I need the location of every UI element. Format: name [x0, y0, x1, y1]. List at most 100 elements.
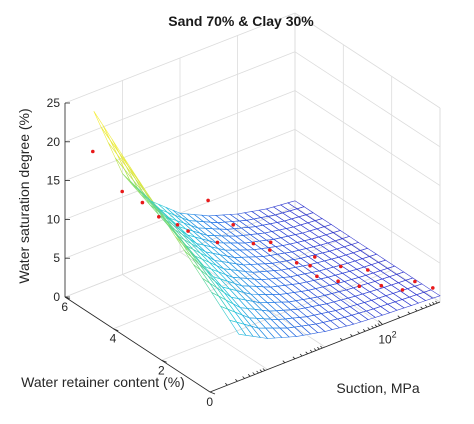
- surface-cell: [243, 211, 262, 220]
- floor-grid-line: [122, 274, 268, 370]
- surface-cell: [289, 308, 308, 318]
- data-point: [357, 284, 362, 289]
- surface-cell: [107, 142, 125, 170]
- surface-cell: [240, 256, 259, 265]
- surface-cell: [260, 278, 279, 288]
- surface-cell: [291, 317, 310, 327]
- surface-cell: [286, 326, 305, 337]
- surface-cell: [216, 221, 235, 230]
- data-point: [268, 248, 272, 252]
- surface-cell: [100, 126, 118, 155]
- data-point: [313, 255, 317, 259]
- data-point: [400, 288, 405, 292]
- surface-cell: [275, 277, 293, 286]
- surface-cell: [306, 314, 324, 325]
- surface-cell: [249, 233, 268, 242]
- surface-cell: [264, 262, 283, 271]
- y-minor-tick: [428, 303, 432, 306]
- surface-cell: [308, 323, 326, 334]
- surface-cell: [257, 327, 276, 339]
- y-minor-tick: [367, 327, 370, 330]
- surface-cell: [258, 208, 277, 217]
- surface-cell: [219, 305, 238, 323]
- surface-cell: [304, 306, 322, 316]
- x-tick-label: 2: [158, 363, 165, 377]
- axes-grid: [64, 12, 441, 393]
- wall-grid-line: [294, 167, 441, 264]
- y-minor-tick: [247, 374, 251, 377]
- surface-cell: [247, 226, 266, 235]
- data-point: [91, 149, 95, 154]
- y-minor-tick: [350, 334, 353, 337]
- x-tick-mark: [209, 391, 216, 395]
- surface-cell: [229, 213, 248, 222]
- surface-cell: [242, 264, 261, 273]
- y-minor-tick: [252, 372, 255, 375]
- fitted-surface: [93, 111, 441, 339]
- surface-cell: [256, 232, 275, 241]
- x-axis-label: Water retainer content (%): [21, 374, 185, 390]
- surface-cell: [282, 276, 301, 285]
- y-minor-tick: [371, 325, 374, 329]
- y-minor-tick: [259, 369, 263, 372]
- surface-cell: [192, 230, 210, 242]
- data-point: [294, 261, 299, 265]
- surface-cell: [277, 284, 295, 294]
- surface-cell: [300, 324, 319, 335]
- y-minor-tick: [292, 356, 296, 360]
- y-minor-tick: [340, 337, 343, 341]
- surface-cell: [269, 253, 288, 263]
- x-tick-label: 4: [110, 332, 117, 346]
- surface-cell: [278, 293, 297, 303]
- surface-cell: [318, 303, 337, 313]
- y-minor-tick: [282, 360, 286, 363]
- wall-grid-line: [64, 129, 296, 220]
- surface-cell: [235, 235, 253, 244]
- y-minor-tick: [420, 306, 423, 310]
- y-axis-label: Suction, MPa: [336, 380, 419, 396]
- surface-cell: [291, 283, 310, 292]
- surface-cell: [272, 204, 291, 214]
- wall-grid-line: [294, 129, 441, 225]
- surface-cell: [249, 263, 268, 273]
- data-point: [215, 240, 220, 245]
- y-minor-tick: [225, 382, 228, 386]
- y-minor-tick: [262, 368, 266, 371]
- z-tick-label: 5: [53, 251, 60, 265]
- data-point: [308, 263, 312, 268]
- wall-grid-line: [64, 12, 296, 104]
- surface-cell: [258, 270, 277, 280]
- surface-cell: [297, 307, 315, 318]
- y-minor-tick: [235, 379, 238, 382]
- surface-cell: [300, 289, 319, 299]
- data-point: [336, 279, 340, 284]
- surface-cell: [280, 268, 299, 278]
- y-minor-tick: [317, 346, 320, 350]
- surface-cell: [287, 200, 305, 210]
- x-tick-label: 6: [61, 300, 68, 314]
- data-point: [413, 279, 417, 284]
- data-point: [186, 229, 190, 233]
- surface-cell: [266, 270, 284, 279]
- z-tick-label: 20: [47, 135, 61, 149]
- wall-grid-line: [294, 90, 441, 186]
- y-minor-tick: [299, 353, 303, 357]
- chart-title: Sand 70% & Clay 30%: [168, 13, 314, 29]
- z-tick-label: 10: [47, 212, 61, 226]
- y-minor-tick: [397, 315, 401, 318]
- surface-cell: [298, 316, 317, 326]
- data-point: [268, 240, 273, 245]
- surface-cell: [215, 214, 234, 223]
- surface-cell: [274, 245, 293, 254]
- data-point: [140, 200, 145, 205]
- y-axis-line: [209, 301, 441, 393]
- z-tick-label: 15: [47, 174, 61, 188]
- axes: [64, 102, 441, 395]
- z-axis-label: Water saturation degree (%): [16, 108, 32, 283]
- floor-grid-line: [237, 229, 383, 325]
- wall-grid-line: [64, 206, 296, 298]
- surface-cell: [109, 139, 127, 167]
- data-point: [431, 286, 435, 290]
- surface-cell: [272, 327, 290, 338]
- measured-points: [91, 149, 435, 292]
